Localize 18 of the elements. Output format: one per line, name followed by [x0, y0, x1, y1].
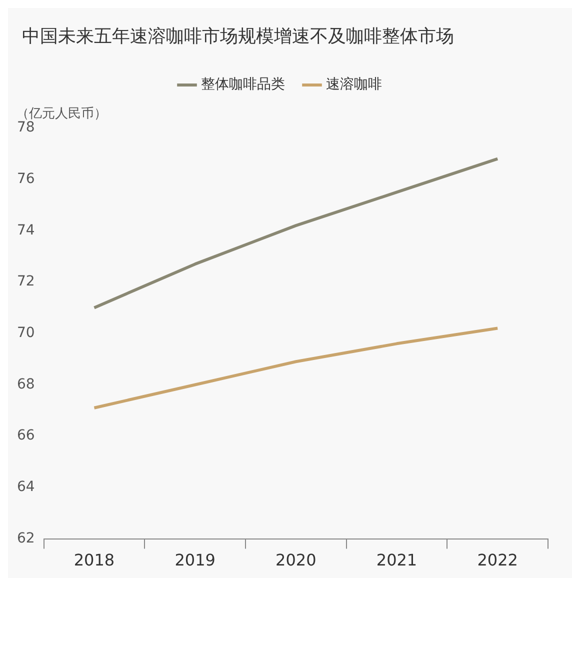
x-tick-label: 2019: [174, 550, 216, 570]
legend-label: 整体咖啡品类: [201, 76, 285, 93]
y-tick-label: 62: [16, 530, 35, 546]
y-tick-label: 64: [16, 479, 35, 496]
x-tick-label: 2020: [276, 550, 316, 570]
y-tick-label: 68: [16, 376, 35, 392]
y-tick-label: 72: [16, 274, 35, 290]
y-tick-label: 78: [16, 120, 35, 136]
x-tick-label: 2022: [477, 550, 518, 570]
y-tick-label: 74: [16, 222, 35, 238]
y-tick-label: 66: [16, 428, 35, 444]
y-axis-title: （亿元人民币）: [16, 106, 107, 122]
y-tick-label: 76: [16, 170, 35, 187]
y-tick-label: 70: [16, 325, 35, 342]
x-tick-label: 2021: [376, 550, 418, 570]
x-tick-label: 2018: [74, 550, 115, 570]
legend-label: 速溶咖啡: [326, 76, 382, 93]
chart-title: 中国未来五年速溶咖啡市场规模增速不及咖啡整体市场: [21, 25, 455, 49]
